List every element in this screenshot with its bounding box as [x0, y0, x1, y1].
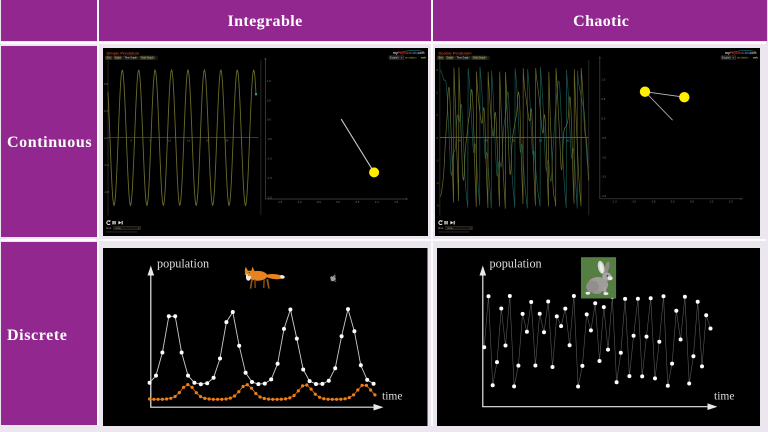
svg-text:simulation: simulation — [404, 55, 416, 59]
svg-text:▾: ▾ — [400, 56, 401, 59]
svg-text:Time Graph: Time Graph — [124, 56, 137, 59]
svg-text:Graph: Graph — [114, 56, 121, 59]
svg-text:-1.0: -1.0 — [267, 156, 272, 160]
svg-text:-0.5: -0.5 — [651, 199, 656, 203]
svg-text:-1.5: -1.5 — [277, 200, 282, 204]
svg-text:1.0: 1.0 — [601, 77, 605, 81]
svg-text:-2.0: -2.0 — [267, 195, 272, 199]
svg-text:▾: ▾ — [733, 56, 734, 59]
svg-text:1.0: 1.0 — [710, 199, 714, 203]
svg-text:1.5: 1.5 — [394, 200, 398, 204]
svg-text:Graph: Graph — [447, 56, 454, 59]
svg-text:English: English — [722, 55, 731, 59]
svg-text:0.5: 0.5 — [601, 97, 605, 101]
svg-text:web: web — [753, 55, 758, 59]
svg-text:45: 45 — [485, 138, 489, 142]
svg-text:none: none — [447, 227, 453, 230]
svg-text:0.4: 0.4 — [104, 109, 108, 113]
svg-text:55: 55 — [539, 138, 543, 142]
svg-text:4: 4 — [130, 138, 132, 142]
svg-text:0.0: 0.0 — [267, 117, 271, 121]
svg-text:Double Pendulum: Double Pendulum — [439, 50, 473, 55]
svg-text:-1.5: -1.5 — [267, 176, 272, 180]
svg-text:▾: ▾ — [138, 227, 139, 230]
svg-text:0.5: 0.5 — [355, 200, 359, 204]
svg-text:60: 60 — [566, 138, 570, 142]
svg-text:-0.5: -0.5 — [267, 137, 272, 141]
svg-text:-1.0: -1.0 — [296, 200, 301, 204]
svg-text:0.0: 0.0 — [601, 116, 605, 120]
svg-text:1.0: 1.0 — [374, 200, 378, 204]
svg-text:-0.8: -0.8 — [104, 190, 109, 194]
svg-text:-0.5: -0.5 — [316, 200, 321, 204]
svg-text:Multi Graph: Multi Graph — [141, 56, 154, 59]
svg-text:1: 1 — [436, 113, 438, 117]
svg-text:English: English — [390, 55, 399, 59]
svg-text:1.0: 1.0 — [267, 79, 271, 83]
svg-text:time: time — [714, 390, 734, 402]
svg-text:0.8: 0.8 — [104, 82, 108, 86]
svg-text:16: 16 — [186, 138, 190, 142]
svg-text:-0.5: -0.5 — [601, 136, 606, 140]
svg-text:0.0: 0.0 — [104, 136, 108, 140]
svg-text:-2.0: -2.0 — [601, 194, 606, 198]
svg-text:1.5: 1.5 — [729, 199, 733, 203]
svg-text:simulation: simulation — [737, 55, 749, 59]
svg-text:-1.5: -1.5 — [601, 174, 606, 178]
svg-text:population: population — [157, 256, 209, 270]
svg-text:myPhysicsLab.com: myPhysicsLab.com — [725, 51, 757, 55]
svg-text:web: web — [421, 55, 426, 59]
svg-text:Sim: Sim — [106, 57, 110, 59]
svg-text:24: 24 — [225, 138, 229, 142]
svg-text:Simple Pendulum: Simple Pendulum — [106, 50, 139, 55]
svg-text:-3: -3 — [436, 203, 439, 207]
svg-text:0.0: 0.0 — [336, 200, 340, 204]
svg-text:40: 40 — [458, 138, 462, 142]
svg-text:Time Graph: Time Graph — [457, 56, 470, 59]
svg-text:time: time — [382, 390, 402, 402]
svg-text:0.5: 0.5 — [690, 199, 694, 203]
svg-text:0.0: 0.0 — [671, 199, 675, 203]
svg-text:-1.0: -1.0 — [601, 155, 606, 159]
svg-text:myPhysicsLab.com: myPhysicsLab.com — [392, 51, 424, 55]
svg-text:Multi Graph: Multi Graph — [473, 56, 486, 59]
svg-text:3: 3 — [436, 68, 438, 72]
svg-text:0.5: 0.5 — [267, 98, 271, 102]
svg-text:2: 2 — [436, 90, 438, 94]
svg-text:-1: -1 — [436, 158, 439, 162]
svg-text:none: none — [115, 227, 121, 230]
svg-text:50: 50 — [512, 138, 516, 142]
svg-text:time: time — [106, 226, 112, 230]
svg-text:Sim: Sim — [439, 57, 443, 59]
svg-text:-2: -2 — [436, 181, 439, 185]
svg-text:-1.0: -1.0 — [631, 199, 636, 203]
svg-text:20: 20 — [206, 138, 210, 142]
svg-text:time: time — [438, 226, 444, 230]
svg-text:population: population — [489, 256, 541, 270]
svg-text:▾: ▾ — [470, 227, 471, 230]
svg-text:-1.5: -1.5 — [612, 199, 617, 203]
svg-text:0: 0 — [436, 136, 438, 140]
svg-text:12: 12 — [167, 138, 171, 142]
svg-text:-0.4: -0.4 — [104, 163, 109, 167]
